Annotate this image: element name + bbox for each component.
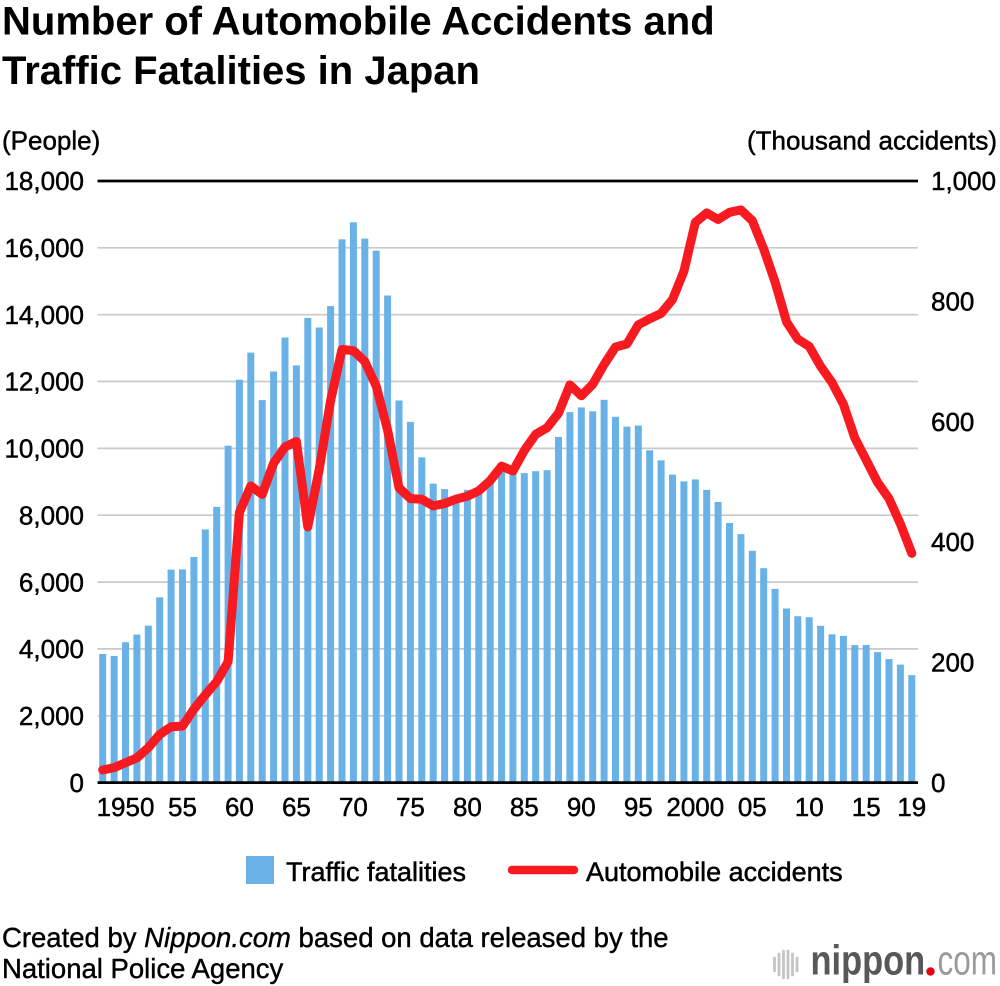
svg-text:Automobile accidents: Automobile accidents [586, 857, 843, 887]
svg-text:15: 15 [852, 792, 881, 822]
svg-text:19: 19 [897, 792, 926, 822]
svg-text:Traffic Fatalities in Japan: Traffic Fatalities in Japan [2, 49, 480, 93]
svg-text:1,000: 1,000 [931, 166, 996, 196]
svg-text:400: 400 [931, 527, 974, 557]
svg-text:nippon: nippon [811, 937, 926, 984]
svg-text:18,000: 18,000 [4, 166, 84, 196]
svg-text:05: 05 [738, 792, 767, 822]
svg-text:800: 800 [931, 287, 974, 317]
svg-text:8,000: 8,000 [19, 500, 84, 530]
svg-text:2,000: 2,000 [19, 701, 84, 731]
svg-text:10: 10 [795, 792, 824, 822]
svg-text:12,000: 12,000 [4, 367, 84, 397]
svg-text:65: 65 [282, 792, 311, 822]
svg-text:0: 0 [70, 768, 84, 798]
svg-text:1950: 1950 [97, 792, 155, 822]
svg-text:2000: 2000 [666, 792, 724, 822]
svg-text:0: 0 [931, 768, 945, 798]
svg-text:55: 55 [168, 792, 197, 822]
svg-text:14,000: 14,000 [4, 300, 84, 330]
svg-text:(People): (People) [2, 126, 100, 156]
svg-text:60: 60 [225, 792, 254, 822]
svg-text:80: 80 [453, 792, 482, 822]
svg-text:Created by Nippon.com based on: Created by Nippon.com based on data rele… [2, 922, 669, 953]
svg-text:16,000: 16,000 [4, 233, 84, 263]
svg-text:4,000: 4,000 [19, 634, 84, 664]
svg-text:(Thousand accidents): (Thousand accidents) [747, 126, 997, 156]
svg-text:10,000: 10,000 [4, 434, 84, 464]
svg-text:Traffic fatalities: Traffic fatalities [286, 857, 466, 887]
svg-text:600: 600 [931, 407, 974, 437]
svg-text:6,000: 6,000 [19, 567, 84, 597]
svg-text:200: 200 [931, 648, 974, 678]
svg-text:85: 85 [510, 792, 539, 822]
svg-text:70: 70 [339, 792, 368, 822]
svg-text:com: com [938, 936, 997, 984]
svg-text:Number of Automobile Accidents: Number of Automobile Accidents and [2, 0, 715, 44]
svg-text:National Police Agency: National Police Agency [2, 953, 284, 984]
svg-text:95: 95 [624, 792, 653, 822]
svg-text:75: 75 [396, 792, 425, 822]
svg-text:90: 90 [567, 792, 596, 822]
